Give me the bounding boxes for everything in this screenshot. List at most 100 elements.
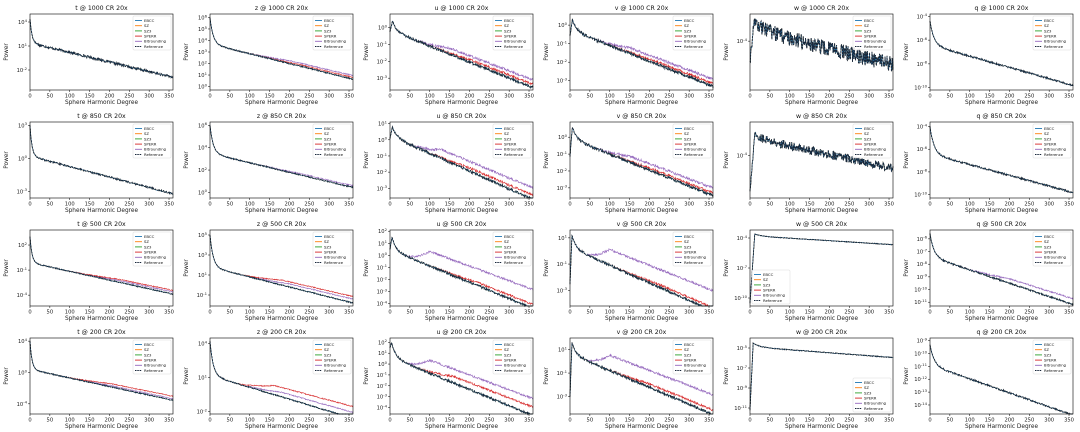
- series-line-reference: [389, 20, 534, 89]
- y-tick-label: 10-3: [377, 392, 388, 400]
- series-line-reference: [929, 344, 1073, 415]
- x-tick-label: 350: [344, 202, 354, 208]
- x-tick-label: 0: [568, 94, 571, 100]
- x-tick-label: 200: [464, 310, 474, 316]
- y-axis-label: Power: [364, 367, 370, 385]
- legend-box: [852, 15, 892, 51]
- legend-label: EBCC: [763, 272, 774, 277]
- y-tick-label: 10-1: [557, 39, 568, 47]
- x-tick-label: 350: [164, 202, 174, 208]
- legend-label: SZ3: [684, 352, 692, 357]
- legend-box: [312, 123, 352, 159]
- y-tick-label: 10-8: [917, 60, 928, 68]
- legend-label: SZ3: [324, 136, 332, 141]
- x-tick-label: 350: [704, 202, 714, 208]
- x-tick-label: 250: [664, 310, 674, 316]
- x-tick-label: 50: [227, 418, 234, 424]
- x-tick-label: 250: [1024, 310, 1034, 316]
- x-axis-label: Sphere Harmonic Degree: [245, 100, 318, 106]
- series-line-reference: [29, 19, 174, 79]
- x-tick-label: 200: [824, 202, 834, 208]
- y-tick-label: 10-2: [377, 275, 388, 283]
- subplot: t @ 850 CR 20x 0 50 100 150 200 250 300 350 Spher…: [4, 112, 174, 214]
- legend-label: Bitrounding: [504, 147, 527, 152]
- x-tick-label: 300: [504, 418, 514, 424]
- legend-label: EBCC: [144, 126, 155, 131]
- y-axis-label: Power: [544, 43, 550, 61]
- y-tick-label: 101: [198, 271, 208, 279]
- legend-label: SZ3: [504, 244, 512, 249]
- y-tick-label: 10-2: [17, 66, 28, 74]
- axes-frame: [569, 229, 714, 307]
- x-tick-label: 200: [824, 94, 834, 100]
- legend-label: Bitrounding: [144, 255, 167, 260]
- x-tick-label: 100: [965, 310, 975, 316]
- legend-label: SPERR: [684, 358, 697, 363]
- series-line-bitrounding: [389, 236, 534, 291]
- y-tick-label: 10-3: [377, 74, 388, 82]
- legend-label: SZ: [324, 239, 329, 244]
- x-tick-label: 50: [947, 94, 954, 100]
- legend-label: SPERR: [1044, 358, 1057, 363]
- x-tick-label: 200: [104, 418, 114, 424]
- x-tick-label: 100: [65, 202, 75, 208]
- x-tick-label: 300: [864, 202, 874, 208]
- subplot-title: t @ 1000 CR 20x: [75, 4, 128, 12]
- legend-label: Bitrounding: [1044, 147, 1067, 152]
- x-tick-label: 250: [1024, 418, 1034, 424]
- legend-label: Bitrounding: [1044, 255, 1067, 260]
- legend-label: EBCC: [504, 18, 515, 23]
- y-tick-label: 10-2: [197, 408, 208, 416]
- x-tick-label: 250: [484, 94, 494, 100]
- subplot: v @ 200 CR 20x 0 50 100 150 200 250 300 350 Spher…: [544, 328, 714, 430]
- legend-label: SZ: [324, 131, 329, 136]
- legend-label: SZ: [684, 23, 689, 28]
- y-tick-label: 106: [198, 13, 208, 21]
- legend-label: SZ: [144, 239, 149, 244]
- subplot-title: q @ 500 CR 20x: [977, 220, 1027, 228]
- x-tick-label: 150: [985, 202, 995, 208]
- x-axis-label: Sphere Harmonic Degree: [425, 100, 498, 106]
- legend-label: SPERR: [1044, 250, 1057, 255]
- x-tick-label: 250: [844, 202, 854, 208]
- x-tick-label: 350: [164, 94, 174, 100]
- x-tick-label: 150: [985, 418, 995, 424]
- x-axis-label: Sphere Harmonic Degree: [605, 208, 678, 214]
- y-tick-label: 10-3: [377, 287, 388, 295]
- y-tick-label: 100: [378, 136, 388, 144]
- x-tick-label: 250: [844, 418, 854, 424]
- x-tick-label: 100: [605, 418, 615, 424]
- legend-label: Bitrounding: [324, 363, 347, 368]
- x-tick-label: 350: [704, 94, 714, 100]
- legend-label: Reference: [763, 298, 783, 303]
- legend-label: SZ: [1044, 347, 1049, 352]
- x-tick-label: 200: [464, 94, 474, 100]
- legend-label: SPERR: [864, 34, 877, 39]
- legend-label: Reference: [1044, 152, 1064, 157]
- x-tick-label: 50: [767, 418, 774, 424]
- y-tick-label: 10-1: [557, 150, 568, 158]
- subplot-title: w @ 1000 CR 20x: [794, 4, 849, 12]
- x-tick-label: 300: [324, 418, 334, 424]
- legend-label: SZ: [864, 23, 869, 28]
- series-line-reference: [209, 17, 354, 80]
- x-tick-label: 0: [568, 202, 571, 208]
- legend-label: Bitrounding: [1044, 39, 1067, 44]
- x-axis-label: Sphere Harmonic Degree: [785, 208, 858, 214]
- legend-label: SZ: [1044, 131, 1049, 136]
- subplot: z @ 1000 CR 20x 0 50 100 150 200 250 300 350 Sphe…: [184, 4, 354, 106]
- x-tick-label: 50: [767, 94, 774, 100]
- x-tick-label: 50: [47, 418, 54, 424]
- legend-label: SPERR: [1044, 34, 1057, 39]
- x-tick-label: 300: [324, 94, 334, 100]
- x-tick-label: 100: [245, 202, 255, 208]
- x-tick-label: 200: [104, 94, 114, 100]
- y-axis-label: Power: [4, 367, 10, 385]
- x-tick-label: 200: [1004, 202, 1014, 208]
- y-tick-label: 104: [198, 36, 208, 44]
